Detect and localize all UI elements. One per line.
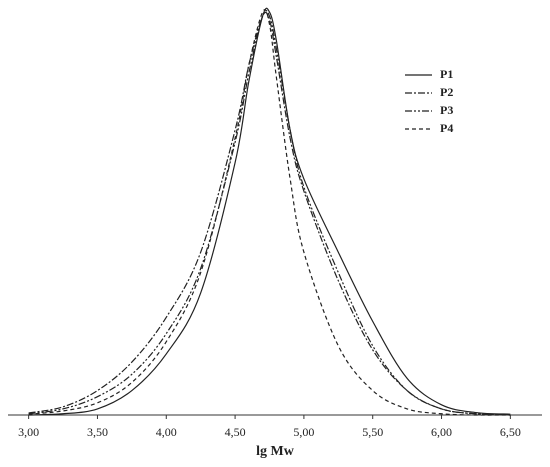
series-line [28,7,511,416]
x-tick-label: 4,50 [225,425,246,439]
x-axis-label: lg Mw [256,444,295,459]
x-tick-label: 6,50 [500,425,521,439]
x-tick-label: 6,00 [431,425,452,439]
x-tick-label: 3,50 [87,425,108,439]
legend-label: P3 [440,103,453,117]
series-line [28,9,511,416]
legend-label: P2 [440,85,453,99]
x-tick-label: 5,00 [293,425,314,439]
x-tick-label: 4,00 [156,425,177,439]
x-tick-label: 3,00 [18,425,39,439]
series-line [28,8,511,416]
x-tick-label: 5,50 [362,425,383,439]
series-line [28,11,511,416]
legend-label: P4 [440,121,453,135]
legend-label: P1 [440,67,453,81]
